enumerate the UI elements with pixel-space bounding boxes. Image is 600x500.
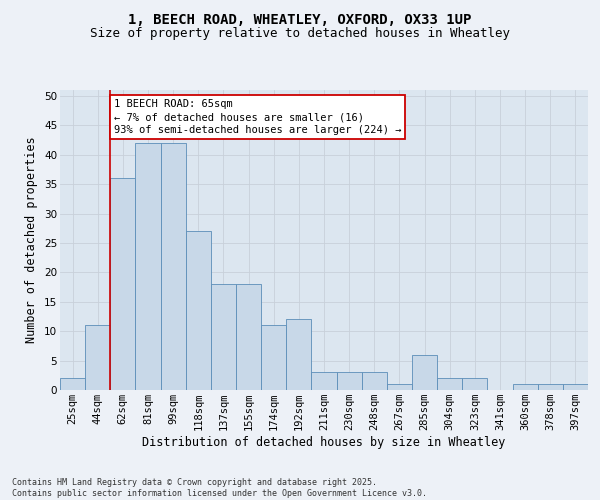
X-axis label: Distribution of detached houses by size in Wheatley: Distribution of detached houses by size … [142, 436, 506, 449]
Bar [337, 372, 362, 390]
Bar [311, 372, 337, 390]
Bar [286, 320, 311, 390]
Bar [462, 378, 487, 390]
Bar [60, 378, 85, 390]
Bar [85, 326, 110, 390]
Bar [161, 143, 186, 390]
Text: 1 BEECH ROAD: 65sqm
← 7% of detached houses are smaller (16)
93% of semi-detache: 1 BEECH ROAD: 65sqm ← 7% of detached hou… [114, 99, 401, 135]
Bar [563, 384, 588, 390]
Text: 1, BEECH ROAD, WHEATLEY, OXFORD, OX33 1UP: 1, BEECH ROAD, WHEATLEY, OXFORD, OX33 1U… [128, 12, 472, 26]
Bar [186, 231, 211, 390]
Bar [412, 354, 437, 390]
Bar [136, 143, 161, 390]
Bar [261, 326, 286, 390]
Y-axis label: Number of detached properties: Number of detached properties [25, 136, 38, 344]
Bar [236, 284, 261, 390]
Text: Size of property relative to detached houses in Wheatley: Size of property relative to detached ho… [90, 28, 510, 40]
Text: Contains HM Land Registry data © Crown copyright and database right 2025.
Contai: Contains HM Land Registry data © Crown c… [12, 478, 427, 498]
Bar [362, 372, 387, 390]
Bar [437, 378, 462, 390]
Bar [512, 384, 538, 390]
Bar [110, 178, 136, 390]
Bar [211, 284, 236, 390]
Bar [387, 384, 412, 390]
Bar [538, 384, 563, 390]
